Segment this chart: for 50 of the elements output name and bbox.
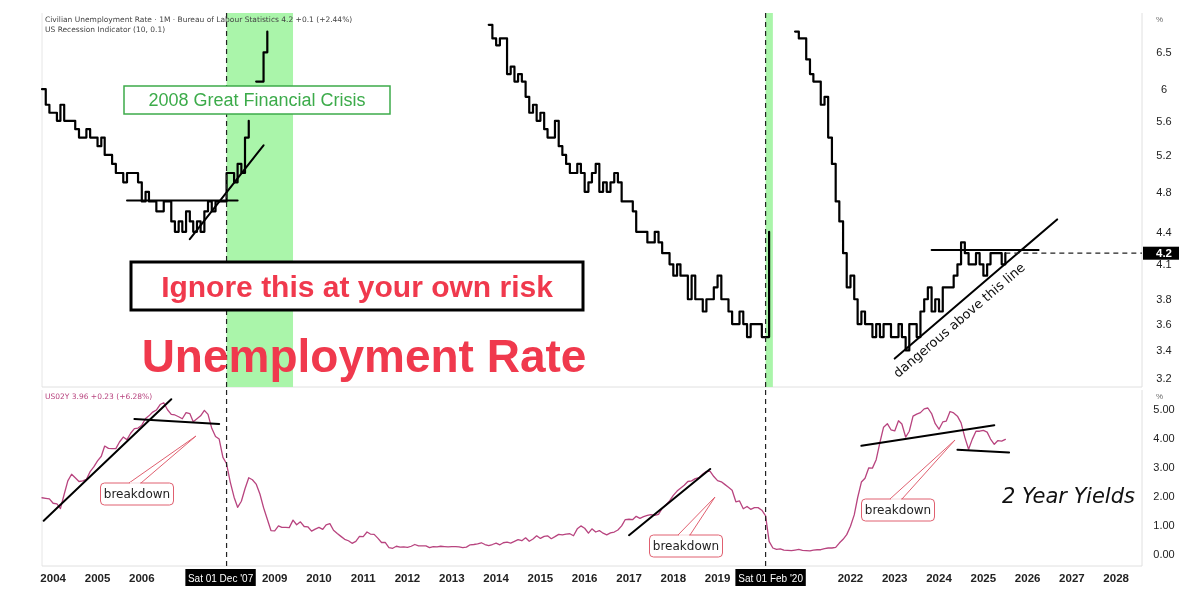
x-tick-label: 2027 [1059, 572, 1085, 584]
y-tick-label: 1.00 [1153, 519, 1175, 532]
x-tick-label: 2004 [40, 572, 67, 584]
y-tick-label: 4.4 [1156, 225, 1172, 238]
y-axis-title: % [1156, 15, 1164, 24]
annotation: 2 Year Yields [1002, 484, 1136, 508]
y-tick-label: 5.6 [1156, 114, 1172, 127]
annotation: breakdown [103, 487, 171, 501]
y-tick-label: 4.8 [1156, 185, 1172, 198]
y-tick-label: 6.5 [1156, 46, 1172, 59]
y-axis-title: % [1156, 392, 1164, 401]
x-tick-label: 2026 [1014, 572, 1041, 584]
annotation: Ignore this at your own risk [161, 269, 554, 303]
ref-line-label: Sat 01 Dec '07 [187, 573, 254, 584]
annotation: breakdown [864, 503, 932, 517]
y-tick-label: 4.00 [1153, 432, 1175, 445]
y-tick-label: 0.00 [1153, 548, 1175, 561]
x-tick-label: 2005 [84, 572, 111, 584]
y-tick-label: 5.00 [1153, 403, 1175, 416]
annotation: breakdown [652, 539, 720, 553]
x-tick-label: 2011 [350, 572, 377, 584]
x-tick-label: 2016 [571, 572, 598, 584]
ref-line-label: Sat 01 Feb '20 [738, 573, 804, 584]
x-tick-label: 2019 [704, 572, 731, 584]
x-tick-label: 2024 [926, 572, 953, 584]
y-tick-label: 4.1 [1156, 258, 1172, 271]
x-tick-label: 2012 [394, 572, 421, 584]
x-tick-label: 2022 [837, 572, 864, 584]
x-tick-label: 2013 [439, 572, 465, 584]
x-tick-label: 2014 [483, 572, 510, 584]
y-tick-label: 3.6 [1156, 318, 1172, 331]
y-tick-label: 5.2 [1156, 148, 1172, 161]
x-tick-label: 2018 [660, 572, 687, 584]
y-tick-label: 6 [1160, 83, 1168, 96]
y-tick-label: 3.8 [1156, 293, 1172, 306]
x-tick-label: 2023 [881, 572, 908, 584]
x-tick-label: 2006 [129, 572, 155, 584]
y-tick-label: 3.00 [1153, 461, 1175, 474]
x-tick-label: 2028 [1103, 572, 1130, 584]
x-tick-label: 2025 [970, 572, 997, 584]
y-tick-label: 3.4 [1156, 344, 1172, 357]
ref-line-label: 4.2 [1156, 247, 1172, 260]
text: Unemployment Rate [141, 330, 587, 382]
x-tick-label: 2010 [306, 572, 332, 584]
y-tick-label: 3.2 [1156, 372, 1172, 385]
annotation: 2008 Great Financial Crisis [148, 90, 366, 111]
x-tick-label: 2015 [527, 572, 554, 584]
y-tick-label: 2.00 [1153, 490, 1175, 503]
x-tick-label: 2009 [261, 572, 288, 584]
x-tick-label: 2017 [616, 572, 642, 584]
